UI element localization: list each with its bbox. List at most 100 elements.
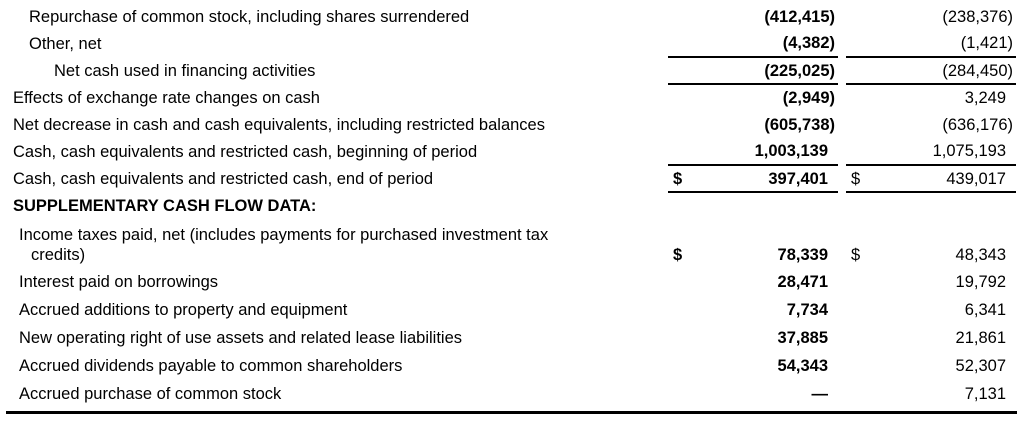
currency-symbol (668, 3, 690, 30)
table-row: Net decrease in cash and cash equivalent… (0, 111, 1016, 138)
currency-symbol (668, 30, 690, 57)
col2-value: 7,131 (964, 385, 1006, 403)
currency-symbol (846, 138, 868, 165)
row-label: Cash, cash equivalents and restricted ca… (13, 142, 478, 161)
table-row: Income taxes paid, net (includes payment… (0, 219, 1016, 268)
row-label: New operating right of use assets and re… (19, 329, 463, 347)
col1-value: (225,025) (690, 56, 838, 85)
table-row: Effects of exchange rate changes on cash… (0, 84, 1016, 111)
column-gap (838, 352, 846, 380)
row-label: Income taxes paid, net (includes payment… (0, 219, 668, 268)
col2-value: (1,421) (960, 34, 1013, 52)
currency-symbol (668, 324, 690, 352)
column-gap (838, 3, 846, 30)
col1-value: 1,003,139 (754, 142, 828, 160)
table-row: Repurchase of common stock, including sh… (0, 3, 1016, 30)
currency-symbol (668, 380, 690, 408)
table-row: New operating right of use assets and re… (0, 324, 1016, 352)
column-gap (838, 192, 846, 219)
col1-value: (605,738) (764, 115, 835, 134)
column-gap (838, 57, 846, 84)
row-label: Accrued purchase of common stock (19, 385, 282, 403)
col1-value: 28,471 (777, 273, 828, 291)
col1-value: (412,415) (764, 7, 835, 26)
table-row-subtotal: Net cash used in financing activities (2… (0, 56, 1016, 85)
currency-symbol (668, 84, 690, 111)
row-label: Net cash used in financing activities (54, 61, 316, 80)
col2-value: 1,075,193 (932, 142, 1006, 160)
col1-value: 7,734 (786, 301, 828, 319)
row-label: Effects of exchange rate changes on cash (13, 88, 320, 107)
currency-symbol (846, 30, 868, 57)
row-label: Cash, cash equivalents and restricted ca… (13, 169, 434, 188)
table-row: Accrued dividends payable to common shar… (0, 352, 1016, 380)
column-gap (838, 30, 846, 57)
currency-symbol (668, 352, 690, 380)
section-title: SUPPLEMENTARY CASH FLOW DATA: (13, 196, 317, 215)
table-row: Accrued additions to property and equipm… (0, 296, 1016, 324)
currency-symbol: $ (668, 164, 690, 193)
currency-symbol (668, 56, 690, 85)
row-label-line1: Income taxes paid, net (includes payment… (19, 226, 549, 244)
currency-symbol (668, 296, 690, 324)
col2-value: 6,341 (964, 301, 1006, 319)
column-gap (838, 296, 846, 324)
currency-symbol (668, 111, 690, 138)
column-gap (838, 111, 846, 138)
col1-value: (2,949) (782, 89, 835, 107)
currency-symbol (846, 3, 868, 30)
column-gap (838, 84, 846, 111)
col1-value: 37,885 (777, 329, 828, 347)
row-label: Accrued additions to property and equipm… (19, 301, 348, 319)
currency-symbol (668, 192, 690, 219)
currency-symbol (668, 138, 690, 165)
col1-value: 397,401 (690, 164, 838, 193)
currency-symbol (846, 111, 868, 138)
column-gap (838, 380, 846, 408)
col1-value: — (811, 385, 829, 403)
col1-value: 78,339 (777, 246, 828, 264)
currency-symbol (846, 84, 868, 111)
column-gap (838, 138, 846, 165)
currency-symbol: $ (673, 246, 683, 264)
table-row: Cash, cash equivalents and restricted ca… (0, 138, 1016, 165)
currency-symbol (668, 268, 690, 296)
currency-symbol (846, 324, 868, 352)
currency-symbol (846, 268, 868, 296)
currency-symbol (846, 352, 868, 380)
currency-symbol (846, 380, 868, 408)
col2-value: 439,017 (868, 164, 1016, 193)
currency-symbol (846, 296, 868, 324)
table-bottom-rule (6, 411, 1017, 414)
column-gap (838, 165, 846, 192)
col1-value (690, 192, 838, 219)
col2-value: (636,176) (942, 115, 1013, 134)
currency-symbol: $ (846, 164, 868, 193)
section-header-row: SUPPLEMENTARY CASH FLOW DATA: (0, 192, 1016, 219)
column-gap (838, 268, 846, 296)
row-label: Net decrease in cash and cash equivalent… (13, 115, 545, 134)
col2-value: 21,861 (955, 329, 1006, 347)
table-row: Interest paid on borrowings 28,471 19,79… (0, 268, 1016, 296)
col2-value: 48,343 (955, 246, 1006, 264)
column-gap (838, 219, 846, 268)
col2-value: (284,450) (868, 56, 1016, 85)
col2-value: 52,307 (955, 357, 1006, 375)
row-label: Other, net (29, 34, 102, 53)
row-label-line2: credits) (31, 246, 86, 264)
row-label: Accrued dividends payable to common shar… (19, 357, 403, 375)
cash-flow-statement-table: Repurchase of common stock, including sh… (0, 3, 1016, 408)
col2-value: 19,792 (955, 273, 1006, 291)
col2-value (868, 192, 1016, 219)
column-gap (838, 324, 846, 352)
currency-symbol (846, 56, 868, 85)
currency-symbol: $ (851, 246, 861, 264)
col1-value: 54,343 (777, 357, 828, 375)
table-row-total: Cash, cash equivalents and restricted ca… (0, 164, 1016, 193)
row-label: Interest paid on borrowings (19, 273, 219, 291)
table-row: Other, net (4,382) (1,421) (0, 30, 1016, 57)
col2-value: 3,249 (964, 89, 1006, 107)
row-label: Repurchase of common stock, including sh… (29, 7, 470, 26)
col2-value: (238,376) (942, 7, 1013, 26)
currency-symbol (846, 192, 868, 219)
